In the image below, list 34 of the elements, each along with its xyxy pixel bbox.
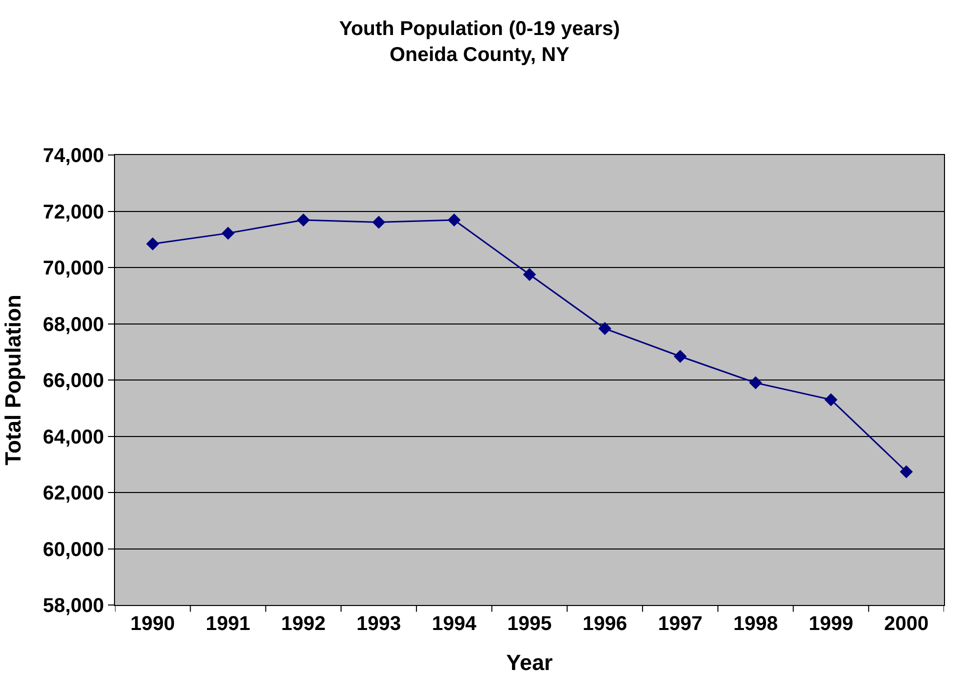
x-tick-label: 1999 bbox=[808, 613, 854, 635]
x-tick-label: 2000 bbox=[884, 613, 929, 635]
x-tick-label: 1996 bbox=[582, 613, 628, 635]
x-tick-label: 1995 bbox=[507, 613, 552, 635]
point bbox=[448, 213, 461, 226]
point bbox=[900, 465, 913, 478]
y-tick-label: 68,000 bbox=[42, 314, 104, 336]
point bbox=[824, 393, 838, 406]
x-tick-label: 1992 bbox=[281, 613, 326, 635]
x-tick-label: 1998 bbox=[733, 613, 778, 635]
x-tick-label: 1991 bbox=[206, 613, 250, 635]
y-tick-label: 62,000 bbox=[42, 482, 104, 504]
point bbox=[523, 268, 536, 282]
x-axis-title: Year bbox=[506, 650, 554, 675]
point bbox=[372, 216, 386, 229]
x-tick-label: 1997 bbox=[658, 613, 702, 635]
x-tick-label: 1994 bbox=[432, 613, 478, 635]
point bbox=[222, 226, 235, 240]
point bbox=[598, 322, 612, 336]
y-tick-label: 64,000 bbox=[42, 426, 104, 448]
point bbox=[749, 376, 762, 390]
y-tick-label: 74,000 bbox=[42, 145, 104, 167]
y-tick-label: 72,000 bbox=[42, 201, 104, 224]
point bbox=[146, 237, 160, 250]
y-tick-label: 66,000 bbox=[42, 370, 104, 392]
chart-title: Youth Population (0-19 years) Oneida County, NY bbox=[339, 18, 620, 66]
y-tick-label: 60,000 bbox=[42, 538, 104, 561]
y-axis-title: Total Population bbox=[0, 294, 26, 466]
point bbox=[296, 213, 310, 226]
y-tick-label: 58,000 bbox=[42, 595, 104, 617]
y-tick-label: 70,000 bbox=[42, 258, 104, 280]
point bbox=[674, 350, 687, 363]
x-tick-label: 1993 bbox=[356, 613, 402, 635]
x-tick-label: 1990 bbox=[130, 613, 175, 635]
